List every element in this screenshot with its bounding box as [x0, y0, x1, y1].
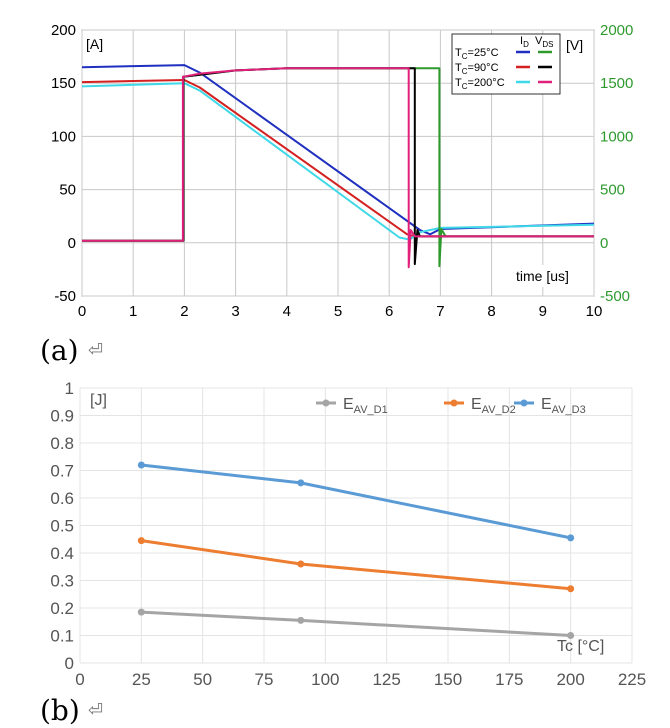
y-right-tick-label-a: 1000 — [600, 128, 633, 145]
y-left-unit-a: [A] — [86, 36, 103, 52]
x-tick-label-b: 25 — [132, 670, 151, 689]
y-tick-label-b: 0 — [65, 654, 74, 673]
legend-b: EAV_D1 EAV_D2 EAV_D3 — [316, 396, 586, 416]
x-tick-labels-a: 0 1 2 3 4 5 6 7 8 9 10 — [78, 303, 603, 320]
x-tick-label-a: 4 — [283, 303, 291, 320]
legend-header-id: ID — [520, 35, 529, 49]
series-line-b-2 — [141, 539, 571, 591]
y-tick-label-b: 1 — [65, 379, 74, 398]
x-tick-label-b: 175 — [495, 670, 523, 689]
x-tick-label-b: 100 — [311, 670, 339, 689]
y-left-tick-label-a: 100 — [51, 128, 76, 145]
y-right-tick-label-a: 0 — [600, 235, 608, 252]
x-tick-label-a: 6 — [385, 303, 393, 320]
x-tick-labels-b: 0 25 50 75 100 125 150 175 200 225 — [75, 670, 646, 689]
series-line-a-3 — [81, 82, 595, 241]
x-tick-label-a: 0 — [78, 303, 86, 320]
data-point-b-2 — [567, 585, 575, 593]
x-tick-label-b: 150 — [434, 670, 462, 689]
return-mark-a: ⏎ — [88, 340, 103, 361]
data-point-b-3 — [137, 461, 145, 469]
data-point-b-2 — [297, 560, 305, 568]
series-group-b — [137, 461, 575, 639]
x-tick-label-b: 125 — [372, 670, 400, 689]
caption-a: (a) — [40, 334, 79, 367]
legend-header-vds: VDS — [535, 35, 553, 49]
y-left-tick-label-a: 0 — [68, 235, 76, 252]
return-mark-b: ⏎ — [88, 700, 103, 721]
x-tick-label-a: 7 — [436, 303, 444, 320]
y-right-tick-label-a: 1500 — [600, 75, 633, 92]
y-tick-label-b: 0.7 — [50, 462, 74, 481]
grid-b — [79, 387, 633, 664]
legend-label-a-1: TC=25°C — [455, 47, 499, 61]
y-tick-label-b: 0.6 — [50, 489, 74, 508]
x-tick-label-a: 10 — [586, 303, 603, 320]
y-left-tick-label-a: 200 — [51, 22, 76, 39]
y-tick-label-b: 0.8 — [50, 434, 74, 453]
y-tick-label-b: 0.9 — [50, 407, 74, 426]
y-left-tick-labels-a: 200 150 100 50 0 -50 — [51, 22, 76, 305]
data-point-b-3 — [297, 479, 305, 487]
legend-marker-b-3 — [520, 399, 528, 407]
legend-label-b-2: EAV_D2 — [471, 396, 516, 416]
x-label-b: Tc [°C] — [557, 638, 604, 655]
data-point-b-1 — [567, 632, 575, 639]
y-unit-b: [J] — [90, 392, 107, 409]
data-point-b-2 — [137, 537, 145, 545]
series-line-a-6 — [82, 67, 594, 269]
legend-a: ID VDS TC=25°CTC=90°CTC=200°C — [451, 33, 561, 95]
legend-label-b-1: EAV_D1 — [343, 396, 388, 416]
y-left-tick-label-a: 150 — [51, 75, 76, 92]
data-point-b-1 — [137, 608, 145, 616]
y-left-tick-label-a: -50 — [54, 288, 76, 305]
series-line-b-3 — [141, 463, 571, 540]
data-point-b-3 — [567, 534, 575, 542]
x-tick-label-a: 5 — [334, 303, 342, 320]
y-right-tick-label-a: 2000 — [600, 22, 633, 39]
x-tick-label-b: 75 — [255, 670, 274, 689]
y-right-tick-label-a: -500 — [600, 288, 630, 305]
series-line-b-1 — [141, 610, 571, 637]
y-left-tick-label-a: 50 — [59, 182, 76, 199]
chart-b: 1 0.9 0.8 0.7 0.6 0.5 0.4 0.3 0.2 0.1 0 0 25 50 75 100… — [40, 379, 646, 727]
y-right-tick-labels-a: 2000 1500 1000 500 0 -500 — [600, 22, 633, 305]
data-point-b-1 — [297, 616, 305, 624]
y-tick-label-b: 0.1 — [50, 627, 74, 646]
x-tick-label-b: 0 — [75, 670, 84, 689]
y-tick-label-b: 0.3 — [50, 572, 74, 591]
x-tick-label-b: 50 — [193, 670, 212, 689]
x-tick-label-a: 3 — [231, 303, 239, 320]
legend-label-a-2: TC=90°C — [455, 62, 499, 76]
x-label-a: time [us] — [516, 268, 569, 284]
x-tick-label-a: 1 — [129, 303, 137, 320]
legend-marker-b-1 — [322, 399, 330, 407]
y-tick-label-b: 0.5 — [50, 517, 74, 536]
legend-marker-b-2 — [450, 399, 458, 407]
series-group-a — [81, 64, 595, 269]
x-tick-label-b: 200 — [556, 670, 584, 689]
legend-rows-a: TC=25°CTC=90°CTC=200°C — [455, 47, 552, 91]
legend-label-b-3: EAV_D3 — [541, 396, 586, 416]
y-right-tick-label-a: 500 — [600, 182, 625, 199]
y-right-unit-a: [V] — [566, 37, 583, 53]
x-tick-label-a: 2 — [180, 303, 188, 320]
y-tick-label-b: 0.2 — [50, 599, 74, 618]
legend-label-a-3: TC=200°C — [455, 77, 505, 91]
x-label-box-a — [512, 265, 590, 287]
x-tick-label-a: 8 — [487, 303, 495, 320]
caption-b: (b) — [40, 694, 80, 727]
y-tick-labels-b: 1 0.9 0.8 0.7 0.6 0.5 0.4 0.3 0.2 0.1 0 — [50, 379, 74, 673]
legend-box-a — [451, 33, 561, 95]
x-tick-label-a: 9 — [539, 303, 547, 320]
y-tick-label-b: 0.4 — [50, 544, 74, 563]
x-tick-label-b: 225 — [618, 670, 646, 689]
